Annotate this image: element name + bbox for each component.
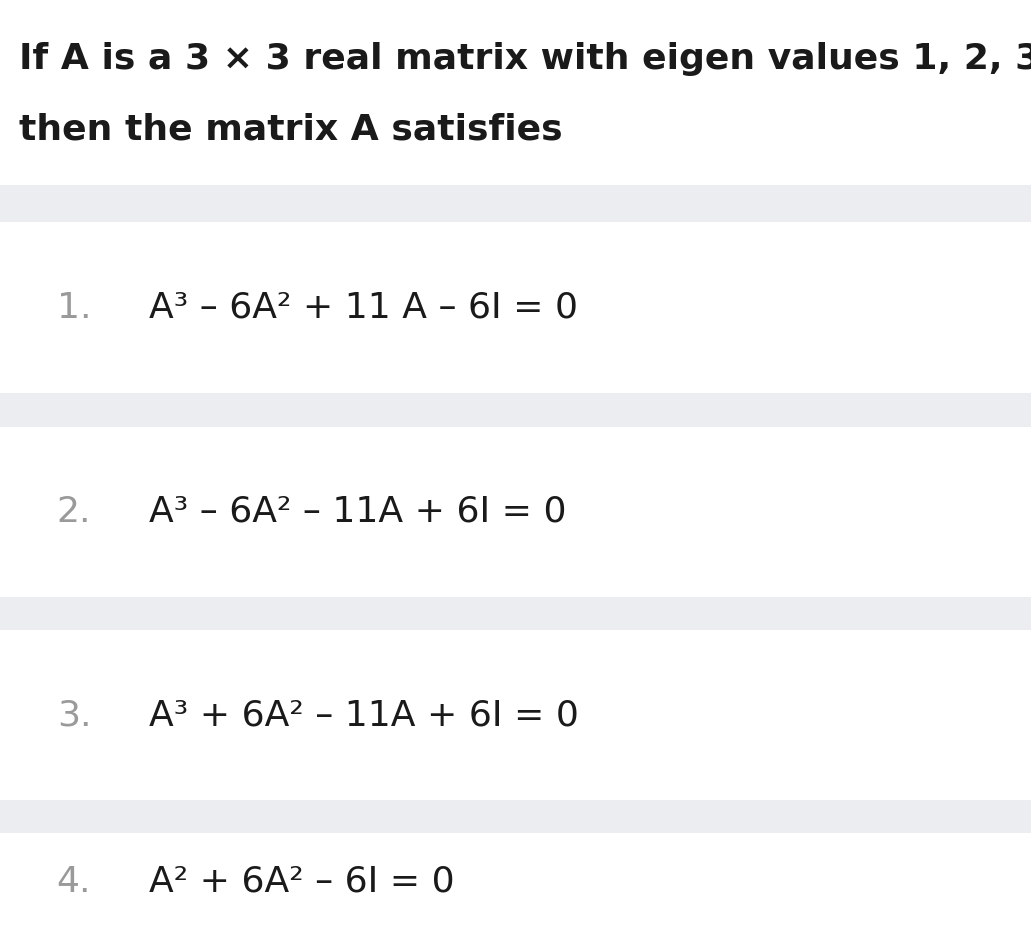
Bar: [0, 222, 1031, 393]
Text: then the matrix A satisfies: then the matrix A satisfies: [19, 113, 562, 146]
Text: 3.: 3.: [57, 698, 91, 732]
Bar: [0, 0, 1031, 185]
Bar: [0, 427, 1031, 597]
Bar: [0, 597, 1031, 630]
Bar: [0, 630, 1031, 800]
Text: 1.: 1.: [57, 290, 91, 325]
Text: If A is a 3 × 3 real matrix with eigen values 1, 2, 3,: If A is a 3 × 3 real matrix with eigen v…: [19, 42, 1031, 76]
Text: A³ – 6A² – 11A + 6I = 0: A³ – 6A² – 11A + 6I = 0: [149, 495, 567, 529]
Text: A³ – 6A² + 11 A – 6I = 0: A³ – 6A² + 11 A – 6I = 0: [149, 290, 578, 325]
Bar: [0, 185, 1031, 222]
Bar: [0, 800, 1031, 833]
Text: A² + 6A² – 6I = 0: A² + 6A² – 6I = 0: [149, 865, 455, 899]
Bar: [0, 833, 1031, 931]
Text: A³ + 6A² – 11A + 6I = 0: A³ + 6A² – 11A + 6I = 0: [149, 698, 579, 732]
Text: 2.: 2.: [57, 495, 91, 529]
Bar: [0, 393, 1031, 427]
Text: 4.: 4.: [57, 865, 91, 899]
